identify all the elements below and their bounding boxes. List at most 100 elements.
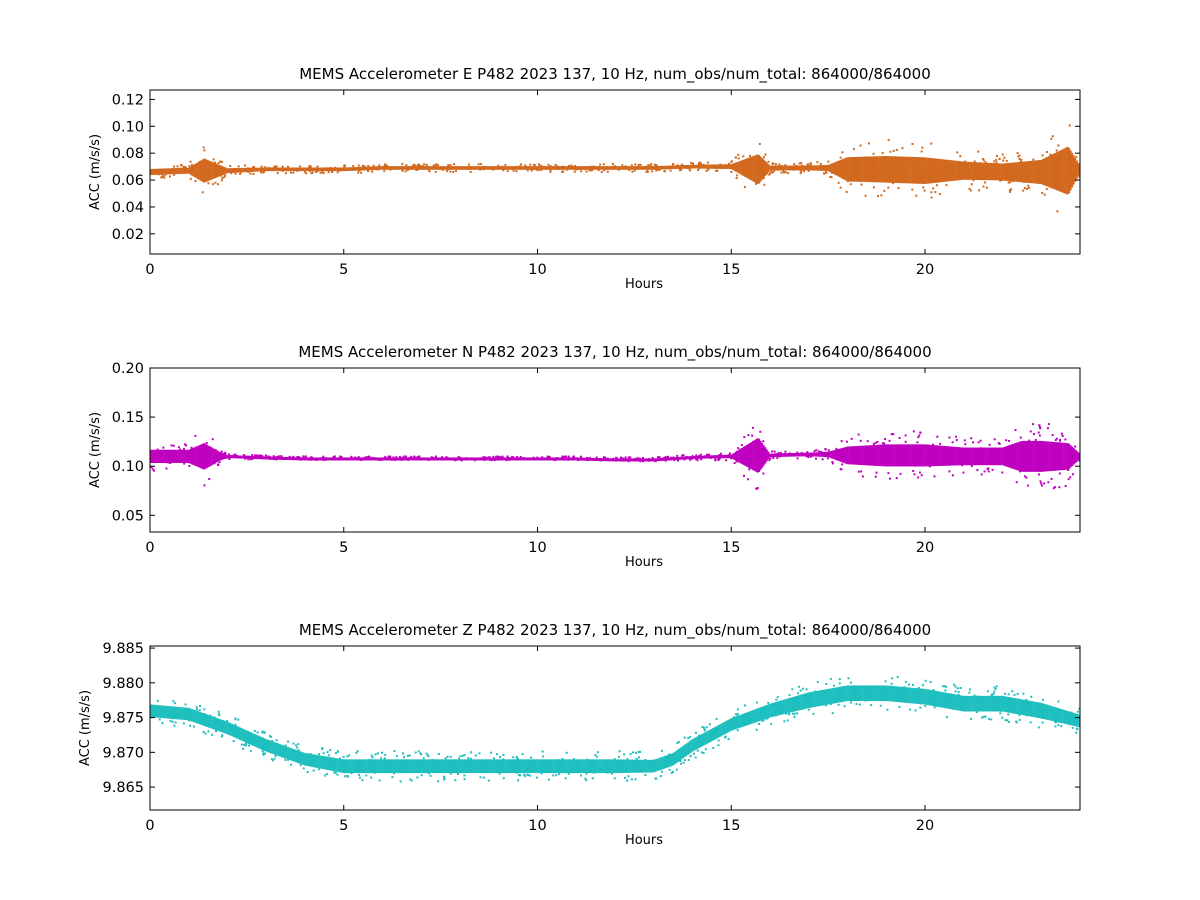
data-point [835,447,838,450]
data-point [746,457,749,460]
data-point [466,768,469,771]
data-band-segment [722,454,725,459]
data-band-segment [265,739,268,752]
data-band-segment [152,449,154,464]
data-point [985,697,988,700]
data-point [327,171,330,174]
data-point [920,474,923,477]
data-point [762,719,765,722]
data-band-segment [730,454,733,459]
data-point [639,750,642,753]
data-band-segment [1037,440,1040,472]
data-band-segment [276,167,278,172]
data-point [540,168,543,171]
data-point [718,453,721,456]
data-point [897,187,900,190]
data-point [984,181,987,184]
data-band-segment [837,449,840,461]
data-band-segment [476,166,478,170]
data-point [382,166,385,169]
data-point [212,456,215,459]
data-point [802,168,805,171]
data-point [816,681,819,684]
data-band-segment [1003,696,1005,712]
data-point [404,166,407,169]
data-band-segment [1020,161,1022,183]
data-point [1071,473,1074,476]
data-point [477,163,480,166]
data-point [410,770,413,773]
data-point [384,457,387,460]
data-point [708,165,711,168]
data-band-segment [973,695,976,712]
data-band-segment [380,166,382,170]
data-point [933,174,936,177]
data-band-segment [1000,447,1002,466]
data-point [737,447,740,450]
data-point [637,750,640,753]
data-band-segment [550,759,553,774]
data-point [755,487,758,490]
data-point [453,163,456,166]
data-point [930,699,933,702]
data-band-segment [863,445,866,466]
data-point [287,755,290,758]
data-band-segment [229,168,232,173]
data-band-segment [924,157,926,184]
data-point [830,171,833,174]
data-band-segment [955,694,957,711]
data-point [774,163,777,166]
data-band-segment [500,457,503,461]
data-point [212,158,215,161]
data-point [822,164,825,167]
data-point [526,167,529,170]
data-point [395,755,398,758]
data-band-segment [903,156,906,184]
data-band-segment [277,743,280,757]
data-band-segment [927,157,929,184]
data-band-segment [674,165,677,170]
data-band-segment [573,166,576,170]
data-point [938,193,941,196]
data-band-segment [776,453,779,457]
data-point [1037,726,1040,729]
data-band-segment [251,455,254,459]
y-tick-label: 0.04 [112,200,144,216]
data-band-segment [581,759,584,774]
data-point [380,459,383,462]
data-point [172,716,175,719]
data-band-segment [231,455,234,459]
data-point [354,456,357,459]
data-band-segment [1006,445,1009,467]
data-band-segment [367,166,370,171]
data-band-segment [903,687,906,703]
data-band-segment [490,759,492,774]
data-point [224,453,227,456]
data-point [827,160,830,163]
data-point [1058,486,1061,489]
data-band-segment [969,161,971,180]
data-point [615,456,618,459]
data-point [1070,711,1073,714]
data-band-segment [933,158,936,183]
data-point [325,773,328,776]
data-series [150,676,1080,783]
data-band-segment [1014,443,1016,470]
data-point [791,712,794,715]
data-band-segment [868,445,871,466]
data-point [655,766,658,769]
data-point [430,456,433,459]
data-point [688,167,691,170]
data-band-segment [835,687,838,704]
data-band-segment [628,458,630,462]
data-band-segment [716,725,719,739]
data-band-segment [336,457,339,461]
data-band-segment [211,447,213,466]
data-band-segment [922,688,925,705]
data-point [403,756,406,759]
data-band-segment [345,759,348,774]
data-point [923,189,926,192]
data-band-segment [519,457,522,461]
data-point [972,441,975,444]
data-band-segment [586,166,588,170]
